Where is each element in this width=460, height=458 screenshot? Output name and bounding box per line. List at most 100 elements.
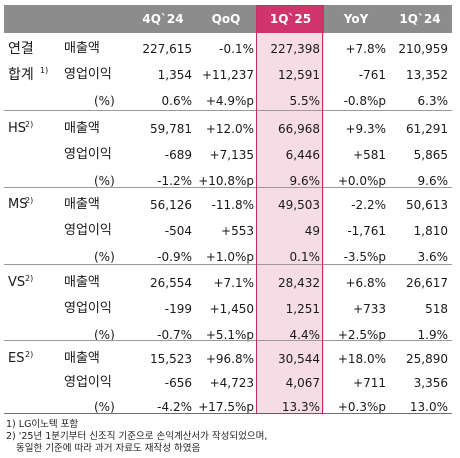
cell-value: +733	[353, 302, 386, 316]
cell-value: 1.9%	[417, 328, 449, 342]
cell-value: 1,810	[413, 224, 448, 238]
metric-label: 매출액	[64, 121, 100, 136]
metric-label: 매출액	[64, 351, 100, 366]
table-row: 영업이익 -689 +7,135 6,446 +581 5,865	[0, 142, 460, 168]
cell-value: +9.3%	[345, 122, 386, 136]
footnote-1: 1) LG이노텍 포함	[6, 419, 79, 430]
cell-value: 9.6%	[417, 174, 449, 188]
cell-value: 56,126	[150, 198, 192, 212]
metric-label: 영업이익	[64, 67, 112, 82]
cell-value: +96.8%	[205, 352, 254, 366]
metric-label: 매출액	[64, 197, 100, 212]
cell-value: 1,354	[157, 68, 192, 82]
cell-value: 15,523	[150, 352, 192, 366]
header-4q24: 4Q`24	[142, 12, 184, 26]
cell-value: -0.8%p	[343, 94, 386, 108]
cell-value: 5.5%	[289, 94, 321, 108]
cell-value: 30,544	[278, 352, 320, 366]
cell-value: +11,237	[201, 68, 254, 82]
metric-label: (%)	[94, 250, 115, 264]
cell-value: 59,781	[150, 122, 192, 136]
cell-value: 49,503	[278, 198, 320, 212]
cell-value: +2.5%p	[337, 328, 386, 342]
table-row: HS 2) 매출액 59,781 +12.0% 66,968 +9.3% 61,291	[0, 116, 460, 142]
cell-value: 227,398	[270, 42, 320, 56]
cell-value: +10.8%p	[198, 174, 254, 188]
cell-value: 9.6%	[289, 174, 321, 188]
cell-value: 61,291	[406, 122, 448, 136]
footnote-3: 동일한 기준에 따라 과거 자료도 재작성 하였음	[16, 443, 201, 454]
cell-value: -0.7%	[157, 328, 192, 342]
header-yoy: YoY	[343, 12, 369, 26]
cell-value: 1,251	[285, 302, 320, 316]
cell-value: -504	[164, 224, 192, 238]
cell-value: -689	[164, 148, 192, 162]
cell-value: +0.0%p	[337, 174, 386, 188]
cell-value: +4,723	[209, 376, 254, 390]
cell-value: 0.6%	[161, 94, 193, 108]
group-label: ES	[8, 351, 25, 366]
table-row: 합계 1) 영업이익 1,354 +11,237 12,591 -761 13,352	[0, 62, 460, 88]
cell-value: -2.2%	[351, 198, 386, 212]
table-row: MS 2) 매출액 56,126 -11.8% 49,503 -2.2% 50,613	[0, 192, 460, 218]
table-row: 영업이익 -199 +1,450 1,251 +733 518	[0, 296, 460, 322]
cell-value: +1,450	[209, 302, 254, 316]
cell-value: +18.0%	[337, 352, 386, 366]
cell-value: -0.1%	[219, 42, 254, 56]
group-label: MS	[8, 197, 28, 212]
cell-value: +0.3%p	[337, 400, 386, 414]
cell-value: 6.3%	[417, 94, 449, 108]
cell-value: -0.9%	[157, 250, 192, 264]
table-header-band	[4, 5, 452, 33]
footnote-2: 2) '25년 1분기부터 신조직 기준으로 손익계산서가 작성되었으며,	[6, 431, 268, 442]
cell-value: 66,968	[278, 122, 320, 136]
metric-label: (%)	[94, 94, 115, 108]
cell-value: 4,067	[285, 376, 320, 390]
group-label: VS	[8, 275, 26, 290]
metric-label: 매출액	[64, 275, 100, 290]
cell-value: -199	[164, 302, 192, 316]
group-label: HS	[8, 121, 27, 136]
cell-value: +12.0%	[205, 122, 254, 136]
header-1q25: 1Q`25	[269, 12, 312, 26]
table-bottom-rule	[4, 413, 452, 414]
cell-value: -1,761	[347, 224, 386, 238]
group-separator	[4, 110, 452, 111]
group-label-2: 합계	[8, 67, 34, 83]
metric-label: (%)	[94, 400, 115, 414]
cell-value: 12,591	[278, 68, 320, 82]
cell-value: +581	[353, 148, 386, 162]
table-row: (%) -0.9% +1.0%p 0.1% -3.5%p 3.6%	[0, 244, 460, 270]
cell-value: 0.1%	[289, 250, 321, 264]
group-separator	[4, 187, 452, 188]
group-separator	[4, 340, 452, 341]
cell-value: 3,356	[413, 376, 448, 390]
cell-value: +4.9%p	[205, 94, 254, 108]
cell-value: +553	[221, 224, 254, 238]
table-row: VS 2) 매출액 26,554 +7.1% 28,432 +6.8% 26,617	[0, 270, 460, 296]
metric-label: (%)	[94, 328, 115, 342]
cell-value: +7.8%	[345, 42, 386, 56]
cell-value: +5.1%p	[205, 328, 254, 342]
table-row: (%) -0.7% +5.1%p 4.4% +2.5%p 1.9%	[0, 322, 460, 348]
cell-value: +7,135	[209, 148, 254, 162]
cell-value: 26,554	[150, 276, 192, 290]
cell-value: 50,613	[406, 198, 448, 212]
cell-value: -761	[358, 68, 386, 82]
cell-value: 210,959	[398, 42, 448, 56]
highlight-column-border	[256, 5, 323, 414]
header-qoq: QoQ	[211, 12, 241, 26]
header-1q24: 1Q`24	[399, 12, 441, 26]
metric-label: 영업이익	[64, 147, 112, 162]
cell-value: 26,617	[406, 276, 448, 290]
table-row: (%) -1.2% +10.8%p 9.6% +0.0%p 9.6%	[0, 168, 460, 194]
highlight-column-bg	[257, 33, 324, 414]
cell-value: +17.5%p	[198, 400, 254, 414]
metric-label: 매출액	[64, 41, 100, 56]
cell-value: 28,432	[278, 276, 320, 290]
cell-value: +6.8%	[345, 276, 386, 290]
cell-value: 49	[304, 224, 320, 238]
metric-label: 영업이익	[64, 223, 112, 238]
group-separator	[4, 264, 452, 265]
